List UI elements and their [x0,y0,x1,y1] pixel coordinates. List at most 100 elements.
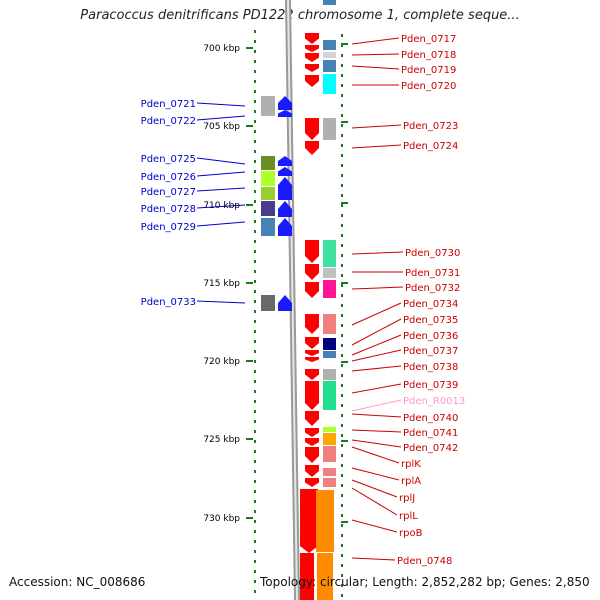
track-dot [341,354,343,357]
kbp-tick-label: 725 kbp [203,435,240,445]
track-dot [254,500,256,503]
track-dot [254,390,256,393]
cog-block [323,338,336,350]
gene-label: Pden_0723 [403,121,458,132]
track-dot [254,410,256,413]
track-dot [254,350,256,353]
track-dot [341,314,343,317]
track-dot [341,324,343,327]
reverse-gene [305,465,319,477]
track-dot [341,584,343,587]
track-dot [341,484,343,487]
label-connector [351,37,400,45]
track-dot [341,554,343,557]
track-dot [341,84,343,87]
label-connector [196,102,246,107]
track-dot [254,200,256,203]
chromosome-backbone [285,0,300,600]
track-dot [254,560,256,563]
track-dot [341,284,343,287]
gene-label: Pden_0717 [401,34,456,45]
kbp-tick-mark [246,204,253,206]
kbp-tick-mark [341,202,348,204]
label-connector [351,519,398,533]
label-connector [351,334,402,356]
label-connector [196,171,246,177]
track-dot [341,274,343,277]
gene-label: Pden_0737 [403,346,458,357]
track-dot [254,590,256,593]
label-connector [351,53,400,56]
cog-block [261,96,275,116]
track-dot [341,34,343,37]
reverse-gene [305,141,319,155]
track-dot [341,104,343,107]
track-dot [341,544,343,547]
reverse-gene [305,447,319,463]
kbp-tick-mark [246,438,253,440]
track-dot [254,310,256,313]
gene-label: Pden_0748 [397,556,452,567]
label-connector [351,251,404,255]
gene-label: Pden_0727 [141,187,196,198]
label-connector [351,318,402,346]
reverse-gene [305,240,319,263]
label-connector [351,124,402,129]
cog-block [323,240,336,267]
gene-label: Pden_0719 [401,65,456,76]
cog-block [261,201,275,216]
track-dot [254,370,256,373]
track-dot [254,470,256,473]
track-dot [341,164,343,167]
track-dot [341,384,343,387]
track-dot [341,94,343,97]
gene-label: Pden_0741 [403,428,458,439]
label-connector [351,429,402,433]
track-dot [254,170,256,173]
track-dot [254,270,256,273]
track-dot [341,444,343,447]
track-dot [254,110,256,113]
kbp-tick-mark [341,440,348,442]
cog-block [323,52,336,58]
kbp-tick-mark [341,282,348,284]
track-dot [341,524,343,527]
reverse-gene [305,438,319,446]
gene-label: Pden_0736 [403,331,458,342]
track-dot [341,224,343,227]
gene-label: Pden_0730 [405,248,460,259]
label-connector [351,365,402,372]
reverse-strand-track [300,33,334,600]
cog-block [261,171,275,186]
track-dot [254,290,256,293]
gene-label: Pden_0722 [141,116,196,127]
cog-block [323,268,336,278]
track-dot [254,140,256,143]
cog-block [261,218,275,236]
gene-label: Pden_0738 [403,362,458,373]
reverse-gene [305,350,319,356]
kbp-tick-mark [341,121,348,123]
reverse-gene [305,357,319,362]
reverse-gene [305,314,319,334]
track-dot [254,230,256,233]
reverse-gene [305,411,319,426]
cog-block [323,468,336,476]
cog-block [323,446,336,462]
track-dot [254,240,256,243]
kbp-tick-label: 715 kbp [203,279,240,289]
gene-label: Pden_0729 [141,222,196,233]
kbp-tick-label: 700 kbp [203,44,240,54]
track-dot [341,254,343,257]
gene-label: Pden_0724 [403,141,458,152]
gene-label: Pden_0732 [405,283,460,294]
cog-block [323,40,336,50]
gene-label: Pden_0718 [401,50,456,61]
cog-block [323,478,336,487]
label-connector [351,399,402,412]
track-dot [254,220,256,223]
track-dot [254,360,256,363]
kbp-tick-label: 720 kbp [203,357,240,367]
track-dot [341,154,343,157]
